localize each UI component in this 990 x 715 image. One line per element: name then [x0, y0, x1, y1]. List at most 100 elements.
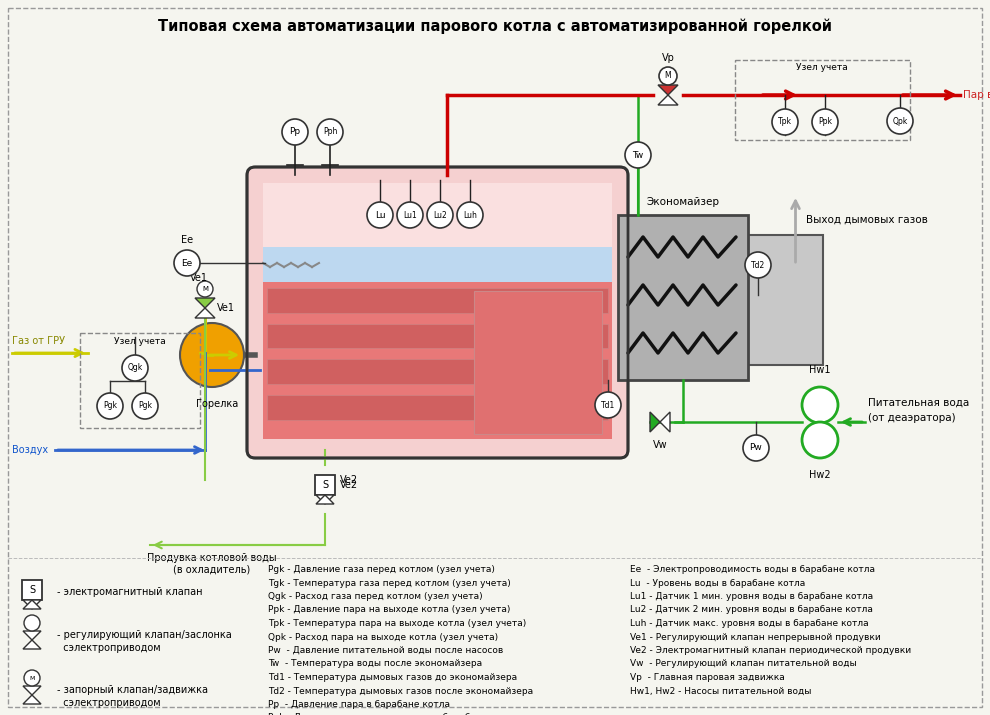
Bar	[263, 282, 612, 439]
Text: Pgk: Pgk	[138, 402, 152, 410]
Circle shape	[367, 202, 393, 228]
Text: сэлектроприводом: сэлектроприводом	[57, 643, 160, 653]
Circle shape	[427, 202, 453, 228]
Text: Pph - Датчик макс. давления пара в барабане котла: Pph - Датчик макс. давления пара в бараб…	[268, 714, 518, 715]
Polygon shape	[650, 412, 660, 432]
Text: Ppk: Ppk	[818, 117, 832, 127]
Text: Pph: Pph	[323, 127, 338, 137]
Text: - запорный клапан/задвижка: - запорный клапан/задвижка	[57, 685, 208, 695]
Bar	[315, 475, 335, 495]
Text: Ee: Ee	[181, 235, 193, 245]
Text: Узел учета: Узел учета	[796, 63, 847, 72]
Polygon shape	[23, 631, 41, 640]
Circle shape	[745, 252, 771, 278]
Bar	[618, 215, 748, 380]
Polygon shape	[23, 640, 41, 649]
Bar	[748, 235, 823, 365]
Polygon shape	[23, 695, 41, 704]
Circle shape	[397, 202, 423, 228]
Text: Hw1: Hw1	[809, 365, 831, 375]
Text: Газ от ГРУ: Газ от ГРУ	[12, 336, 65, 346]
Polygon shape	[660, 412, 670, 432]
Text: Td1 - Температура дымовых газов до экономайзера: Td1 - Температура дымовых газов до эконо…	[268, 673, 517, 682]
Polygon shape	[316, 495, 334, 504]
Polygon shape	[658, 85, 678, 95]
Bar	[267, 323, 608, 348]
Text: Ve1 - Регулирующий клапан непрерывной продувки: Ve1 - Регулирующий клапан непрерывной пр…	[630, 633, 881, 641]
Circle shape	[743, 435, 769, 461]
Text: Узел учета: Узел учета	[114, 337, 166, 346]
Text: Qgk: Qgk	[128, 363, 143, 373]
Circle shape	[174, 250, 200, 276]
Text: Qgk - Расход газа перед котлом (узел учета): Qgk - Расход газа перед котлом (узел уче…	[268, 592, 483, 601]
Text: Ve1: Ve1	[217, 303, 235, 313]
Circle shape	[802, 422, 838, 458]
Circle shape	[659, 67, 677, 85]
Text: Lu2 - Датчик 2 мин. уровня воды в барабане котла: Lu2 - Датчик 2 мин. уровня воды в бараба…	[630, 606, 873, 614]
Text: Hw2: Hw2	[809, 470, 831, 480]
Text: S: S	[322, 480, 328, 490]
Text: (в охладитель): (в охладитель)	[173, 565, 250, 575]
Text: Vw  - Регулирующий клапан питательной воды: Vw - Регулирующий клапан питательной вод…	[630, 659, 856, 669]
Polygon shape	[658, 95, 678, 105]
Text: Lu1 - Датчик 1 мин. уровня воды в барабане котла: Lu1 - Датчик 1 мин. уровня воды в бараба…	[630, 592, 873, 601]
Circle shape	[772, 109, 798, 135]
Polygon shape	[316, 495, 334, 504]
Circle shape	[802, 387, 838, 423]
Text: M: M	[202, 286, 208, 292]
Text: M: M	[30, 676, 35, 681]
Bar	[263, 183, 612, 255]
Text: Luh - Датчик макс. уровня воды в барабане котла: Luh - Датчик макс. уровня воды в барабан…	[630, 619, 868, 628]
Text: Lu2: Lu2	[434, 210, 446, 220]
Text: Горелка: Горелка	[196, 399, 239, 409]
Circle shape	[197, 281, 213, 297]
Bar	[474, 290, 602, 433]
Circle shape	[282, 119, 308, 145]
Text: S: S	[29, 585, 35, 595]
Text: Qpk: Qpk	[892, 117, 908, 126]
Text: Tpk - Температура пара на выходе котла (узел учета): Tpk - Температура пара на выходе котла (…	[268, 619, 527, 628]
Text: Lu  - Уровень воды в барабане котла: Lu - Уровень воды в барабане котла	[630, 578, 805, 588]
Text: Типовая схема автоматизации парового котла с автоматизированной горелкой: Типовая схема автоматизации парового кот…	[158, 18, 832, 34]
Circle shape	[887, 108, 913, 134]
Text: Td2 - Температура дымовых газов после экономайзера: Td2 - Температура дымовых газов после эк…	[268, 686, 534, 696]
Polygon shape	[23, 686, 41, 695]
Text: Ve2: Ve2	[340, 475, 358, 485]
Bar	[22, 580, 42, 600]
Bar	[267, 395, 608, 420]
Polygon shape	[195, 308, 215, 318]
Text: Ve2 - Электромагнитный клапан периодической продувки: Ve2 - Электромагнитный клапан периодичес…	[630, 646, 911, 655]
Text: (от деаэратора): (от деаэратора)	[868, 413, 955, 423]
Circle shape	[122, 355, 148, 381]
Circle shape	[24, 615, 40, 631]
Text: Продувка котловой воды: Продувка котловой воды	[148, 553, 277, 563]
Text: Pp: Pp	[289, 127, 301, 137]
Text: Питательная вода: Питательная вода	[868, 398, 969, 408]
Text: Ee: Ee	[181, 259, 193, 267]
Text: Pp  - Давление пара в барабане котла: Pp - Давление пара в барабане котла	[268, 700, 450, 709]
Text: Luh: Luh	[463, 210, 477, 220]
Text: Lu1: Lu1	[403, 210, 417, 220]
Text: Vp  - Главная паровая задвижка: Vp - Главная паровая задвижка	[630, 673, 785, 682]
Circle shape	[180, 323, 244, 387]
Text: Ee  - Электропроводимость воды в барабане котла: Ee - Электропроводимость воды в барабане…	[630, 565, 875, 574]
Text: Tw: Tw	[633, 150, 644, 159]
Text: Vp: Vp	[661, 53, 674, 63]
Polygon shape	[23, 600, 41, 609]
FancyBboxPatch shape	[247, 167, 628, 458]
Circle shape	[24, 670, 40, 686]
Text: Tgk - Температура газа перед котлом (узел учета): Tgk - Температура газа перед котлом (узе…	[268, 578, 511, 588]
Text: M: M	[664, 72, 671, 81]
Bar	[263, 247, 612, 282]
Text: Pw  - Давление питательной воды после насосов: Pw - Давление питательной воды после нас…	[268, 646, 503, 655]
Text: - регулирующий клапан/заслонка: - регулирующий клапан/заслонка	[57, 630, 232, 640]
Text: Qpk - Расход пара на выходе котла (узел учета): Qpk - Расход пара на выходе котла (узел …	[268, 633, 498, 641]
Text: Ve1: Ve1	[190, 273, 208, 283]
Text: Lu: Lu	[374, 210, 385, 220]
Text: Выход дымовых газов: Выход дымовых газов	[806, 215, 928, 225]
Text: сэлектроприводом: сэлектроприводом	[57, 698, 160, 708]
Bar	[267, 359, 608, 384]
Text: Ppk - Давление пара на выходе котла (узел учета): Ppk - Давление пара на выходе котла (узе…	[268, 606, 511, 614]
Polygon shape	[23, 600, 41, 609]
Circle shape	[132, 393, 158, 419]
